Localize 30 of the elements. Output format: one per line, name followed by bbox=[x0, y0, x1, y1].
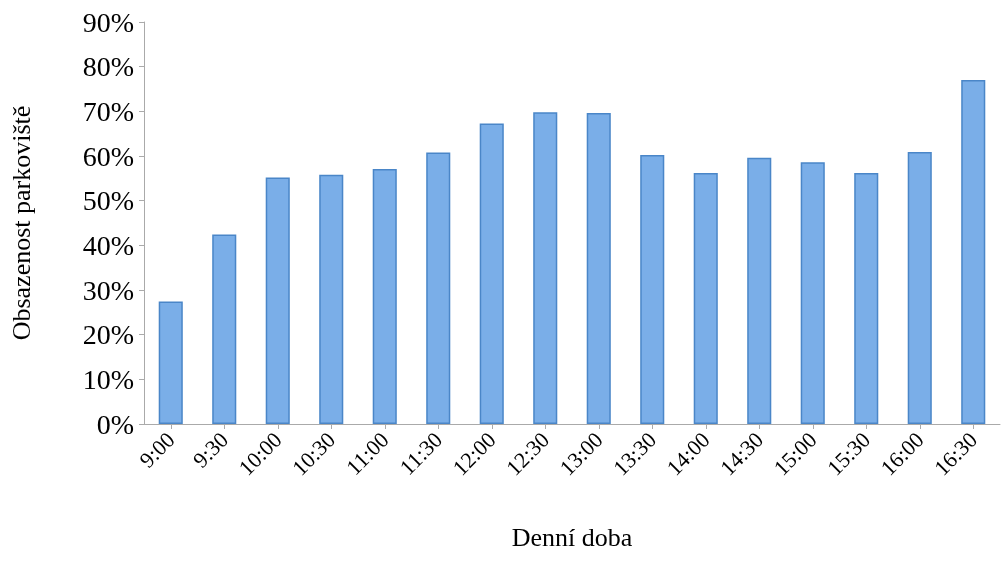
bar bbox=[426, 152, 451, 424]
bar bbox=[961, 80, 986, 424]
x-tick-label: 9:00 bbox=[134, 427, 180, 473]
y-tick-label: 70% bbox=[82, 95, 134, 127]
y-tick-label: 60% bbox=[82, 140, 134, 172]
bar bbox=[854, 172, 879, 424]
bar bbox=[319, 174, 344, 424]
bar bbox=[693, 172, 718, 424]
bar bbox=[640, 155, 665, 424]
bar bbox=[747, 157, 772, 424]
x-axis-title: Denní doba bbox=[511, 522, 633, 552]
y-axis-title: Obsazenost parkoviště bbox=[6, 105, 36, 341]
y-tick-label: 20% bbox=[82, 319, 134, 351]
bar bbox=[158, 301, 183, 424]
y-tick-label: 10% bbox=[82, 363, 134, 395]
x-tick-label: 9:30 bbox=[187, 427, 234, 473]
y-tick-label: 80% bbox=[82, 51, 134, 83]
bar bbox=[372, 168, 397, 424]
bar bbox=[533, 112, 558, 424]
bar bbox=[212, 234, 237, 424]
y-tick-label: 50% bbox=[82, 185, 134, 217]
bar bbox=[479, 123, 504, 424]
bar bbox=[907, 151, 932, 424]
y-tick-label: 0% bbox=[96, 408, 134, 440]
y-tick-label: 40% bbox=[82, 229, 134, 261]
bar bbox=[586, 113, 611, 424]
y-tick-label: 30% bbox=[82, 274, 134, 306]
bar bbox=[800, 162, 825, 424]
y-tick-label: 90% bbox=[82, 6, 134, 38]
bar bbox=[265, 177, 290, 424]
